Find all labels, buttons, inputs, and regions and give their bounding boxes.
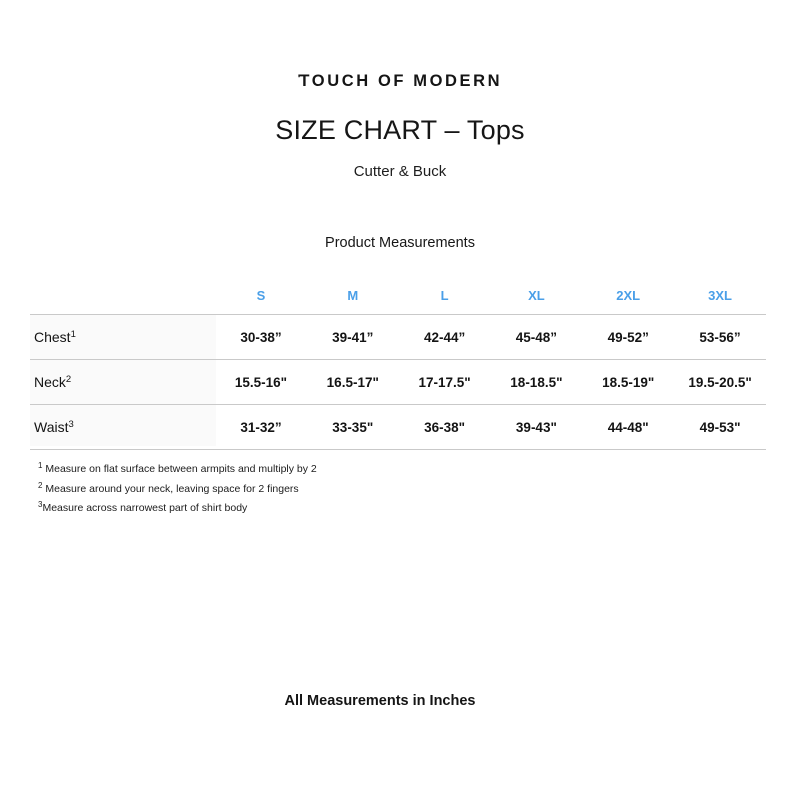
- cell-chest-xl: 45-48”: [515, 329, 558, 345]
- page-title: SIZE CHART – Tops: [275, 115, 525, 145]
- footnote-1-text: Measure on flat surface between armpits …: [42, 463, 317, 475]
- footnote-1-marker: 1: [38, 461, 43, 470]
- row-label-chest-text: Chest: [34, 329, 71, 345]
- size-table-container: S M L XL 2XL 3XL Chest1 30-38” 39-41” 42…: [30, 276, 766, 450]
- row-label-neck-marker: 2: [65, 374, 72, 385]
- row-label-waist-marker: 3: [68, 419, 74, 430]
- table-row: Waist3 31-32” 33-35" 36-38" 39-43" 44-48…: [30, 404, 766, 450]
- cell-chest-3xl: 53-56”: [699, 329, 741, 345]
- cell-waist-3xl: 49-53": [699, 419, 741, 435]
- cell-waist-m: 33-35": [332, 419, 374, 435]
- row-label-waist-text: Waist: [34, 419, 69, 435]
- row-label-chest: Chest1: [30, 315, 215, 360]
- row-label-chest-marker: 1: [70, 329, 76, 340]
- brand-subtitle: Cutter & Buck: [353, 163, 447, 180]
- cell-neck-m: 16.5-17": [326, 374, 379, 390]
- footnote-1: 1 Measure on flat surface between armpit…: [38, 458, 468, 478]
- cell-waist-s: 31-32”: [240, 419, 282, 435]
- column-header-m: M: [347, 287, 359, 303]
- footnote-2: 2 Measure around your neck, leaving spac…: [38, 478, 468, 498]
- section-heading: Product Measurements: [325, 235, 475, 251]
- cell-chest-m: 39-41”: [332, 329, 374, 345]
- footnote-2-marker: 2: [38, 480, 43, 490]
- size-table-head: S M L XL 2XL 3XL: [30, 276, 766, 315]
- row-label-waist: Waist3: [30, 405, 215, 450]
- cell-neck-s: 15.5-16": [234, 374, 288, 390]
- cell-chest-2xl: 49-52”: [607, 329, 649, 345]
- brand-name: TOUCH OF MODERN: [299, 72, 503, 90]
- footnote-3: 3Measure across narrowest part of shirt …: [38, 497, 468, 517]
- column-header-3xl: 3XL: [708, 287, 732, 303]
- size-table: S M L XL 2XL 3XL Chest1 30-38” 39-41” 42…: [30, 276, 766, 450]
- cell-waist-l: 36-38": [424, 419, 466, 435]
- bottom-note: All Measurements in Inches: [284, 693, 476, 709]
- cell-neck-2xl: 18.5-19": [602, 374, 655, 390]
- cell-chest-l: 42-44”: [423, 329, 466, 345]
- cell-neck-l: 17-17.5": [418, 374, 471, 390]
- size-header-row: S M L XL 2XL 3XL: [30, 276, 766, 315]
- column-header-2xl: 2XL: [616, 287, 641, 303]
- column-header-l: L: [440, 287, 449, 303]
- size-table-body: Chest1 30-38” 39-41” 42-44” 45-48” 49-52…: [30, 314, 766, 450]
- footnote-2-text: Measure around your neck, leaving space …: [42, 482, 299, 495]
- brand-tick-mark: ': [297, 73, 301, 85]
- column-header-xl: XL: [528, 287, 545, 303]
- column-header-label: [30, 276, 215, 315]
- footnote-3-text: Measure across narrowest part of shirt b…: [42, 502, 248, 514]
- table-row: Chest1 30-38” 39-41” 42-44” 45-48” 49-52…: [30, 314, 766, 360]
- footnote-3-marker: 3: [38, 500, 43, 509]
- footnotes: 1 Measure on flat surface between armpit…: [38, 458, 468, 517]
- cell-waist-2xl: 44-48": [607, 419, 649, 435]
- row-label-neck-text: Neck: [34, 374, 66, 390]
- row-label-neck: Neck2: [30, 360, 215, 405]
- table-row: Neck2 15.5-16" 16.5-17" 17-17.5" 18-18.5…: [30, 359, 766, 405]
- cell-chest-s: 30-38”: [240, 329, 282, 345]
- brand-logo: 'TOUCH OF MODERN: [0, 72, 800, 91]
- column-header-s: S: [256, 287, 266, 303]
- cell-waist-xl: 39-43": [515, 419, 557, 435]
- cell-neck-xl: 18-18.5": [510, 374, 563, 390]
- cell-neck-3xl: 19.5-20.5": [688, 374, 752, 390]
